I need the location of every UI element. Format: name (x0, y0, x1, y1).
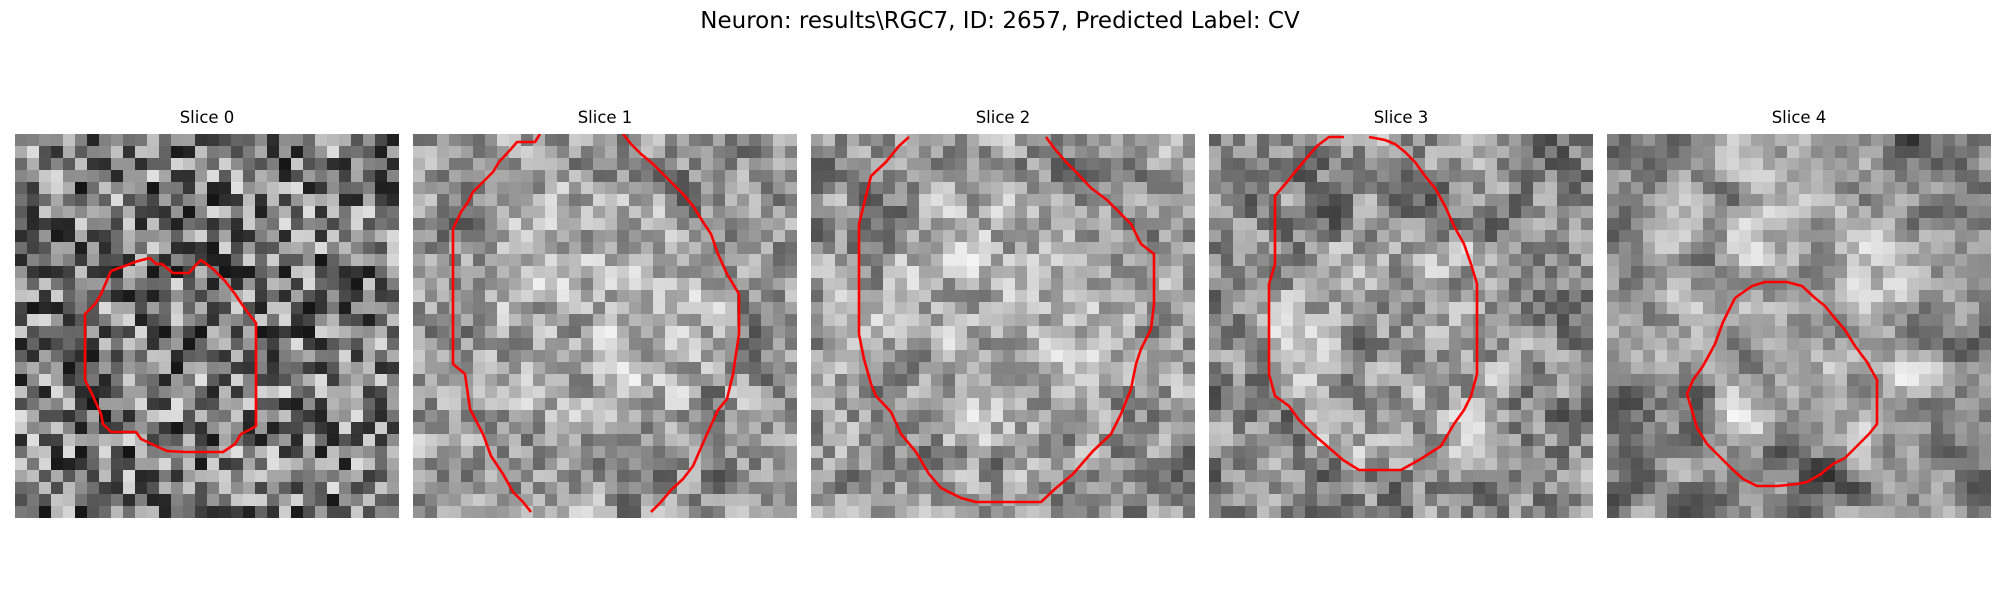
segmentation-contour (621, 134, 741, 513)
slice-image (1209, 134, 1593, 518)
segmentation-contour (857, 136, 1156, 504)
panel-title: Slice 0 (179, 108, 235, 127)
segmentation-contour (451, 134, 542, 513)
panel-title: Slice 3 (1373, 108, 1429, 127)
slice-image (413, 134, 797, 518)
segmentation-contour (83, 256, 258, 454)
figure-title: Neuron: results\RGC7, ID: 2657, Predicte… (700, 8, 1300, 34)
panel-title: Slice 1 (577, 108, 633, 127)
panel-title: Slice 2 (975, 108, 1031, 127)
slice-image (811, 134, 1195, 518)
slice-image (1607, 134, 1991, 518)
segmentation-contour (1685, 280, 1879, 488)
panel-title: Slice 4 (1771, 108, 1827, 127)
segmentation-contour (1267, 135, 1479, 472)
slice-image (15, 134, 399, 518)
